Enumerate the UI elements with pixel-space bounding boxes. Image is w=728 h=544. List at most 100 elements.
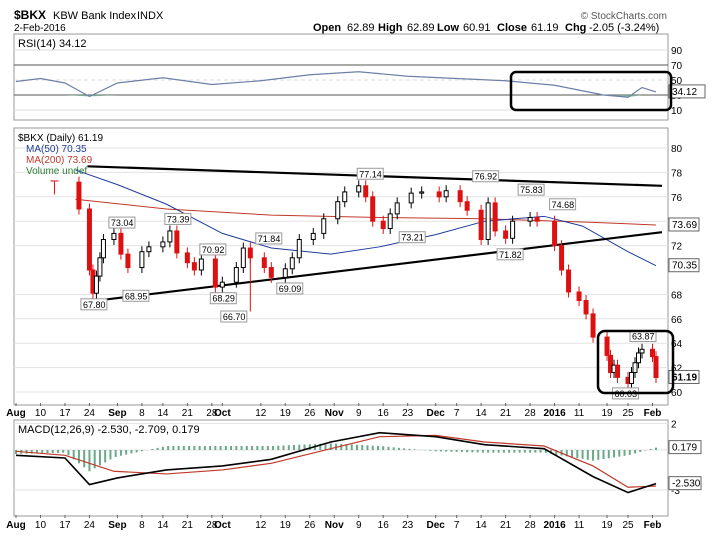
- date-label: 2-Feb-2016: [14, 23, 66, 34]
- macd-histogram-bar: [151, 448, 154, 450]
- macd-histogram-bar: [224, 446, 227, 450]
- macd-histogram-bar: [277, 445, 280, 450]
- x-tick-label: Nov: [325, 520, 344, 531]
- macd-histogram-bar: [167, 446, 170, 450]
- macd-axis-box: [668, 476, 702, 491]
- ma50-line: [75, 169, 657, 267]
- candle-body: [436, 191, 442, 198]
- candle-body: [86, 208, 92, 271]
- price-axis-label: 70.35: [672, 261, 697, 272]
- x-tick-label: 7: [454, 520, 460, 531]
- macd-histogram-bar: [481, 450, 484, 453]
- candle-body: [321, 218, 327, 234]
- macd-histogram-bar: [408, 448, 411, 450]
- candle-body: [342, 191, 348, 203]
- macd-histogram-bar: [41, 450, 44, 454]
- macd-histogram-bar: [450, 450, 453, 452]
- candle-body: [552, 220, 558, 247]
- candle-body: [111, 232, 117, 240]
- x-tick-label: 16: [378, 408, 390, 419]
- macd-histogram-bar: [508, 450, 511, 453]
- price-annotation-box: [122, 289, 150, 302]
- candle-body: [636, 352, 642, 364]
- macd-histogram-bar: [329, 443, 332, 450]
- macd-histogram-bar: [634, 450, 637, 454]
- price-annotation-box: [517, 183, 545, 196]
- rsi-layer: 34.12: [15, 71, 706, 99]
- candle-body: [191, 262, 197, 271]
- candle-body: [604, 336, 610, 356]
- rsi-line: [15, 71, 657, 98]
- x-tick-label: 2016: [543, 408, 566, 419]
- macd-axis-box: [668, 440, 702, 455]
- macd-histogram-bar: [56, 450, 59, 453]
- macd-histogram-bar: [62, 450, 65, 453]
- x-tick-label: 14: [157, 520, 169, 531]
- x-tick-label: 25: [622, 408, 634, 419]
- macd-histogram-bar: [182, 446, 185, 450]
- x-tick-label: Dec: [426, 408, 445, 419]
- price-annotation: 73.39: [167, 214, 190, 224]
- macd-tick-label: -3: [671, 486, 680, 497]
- price-axis-box: [668, 369, 700, 384]
- macd-histogram-bar: [434, 450, 437, 452]
- macd-histogram-bar: [251, 446, 254, 450]
- macd-histogram-bar: [308, 444, 311, 450]
- macd-histogram-bar: [140, 450, 143, 452]
- macd-histogram-bar: [492, 450, 495, 453]
- candle-body: [387, 213, 393, 230]
- candle-body: [174, 230, 180, 254]
- x-tick-label: 17: [59, 520, 71, 531]
- open-label: Open: [313, 22, 341, 34]
- macd-histogram-bar: [203, 446, 206, 450]
- macd-histogram-bar: [345, 444, 348, 450]
- macd-histogram-bar: [193, 446, 196, 450]
- macd-histogram-bar: [88, 450, 91, 472]
- candle-body: [233, 267, 239, 283]
- high-value: 62.89: [407, 22, 435, 34]
- copyright-label: © StockCharts.com: [581, 11, 667, 22]
- chg-label: Chg: [565, 22, 586, 34]
- macd-histogram-bar: [240, 446, 243, 450]
- macd-histogram-bar: [571, 450, 574, 458]
- open-value: 62.89: [347, 22, 375, 34]
- candle-body: [464, 201, 470, 211]
- candle-body: [261, 257, 267, 269]
- x-tick-label: Aug: [6, 520, 25, 531]
- candle-body: [380, 220, 386, 230]
- price-annotation: 67.80: [83, 300, 106, 310]
- macd-histogram-bar: [355, 444, 358, 450]
- price-tick-label: 76: [671, 193, 683, 204]
- price-tick-label: 66: [671, 315, 683, 326]
- macd-histogram-bar: [83, 450, 86, 468]
- trendline-lower: [87, 231, 663, 303]
- x-tick-label: Feb: [644, 520, 662, 531]
- price-annotation-box: [398, 231, 426, 244]
- candle-body: [296, 239, 302, 259]
- candle-body: [167, 230, 173, 243]
- macd-histogram-bar: [303, 444, 306, 450]
- x-tick-label: 17: [59, 408, 71, 419]
- candle-body: [356, 185, 362, 193]
- macd-histogram-bar: [592, 450, 595, 461]
- symbol-label: $BKX: [14, 8, 46, 22]
- macd-histogram-bar: [319, 443, 322, 450]
- x-tick-label: Oct: [214, 408, 231, 419]
- macd-histogram-bar: [114, 450, 117, 457]
- macd-histogram-bar: [628, 450, 631, 455]
- macd-histogram-bar: [439, 450, 442, 452]
- macd-histogram-bar: [565, 450, 568, 457]
- macd-histogram-bar: [471, 450, 474, 453]
- x-tick-label: 12: [255, 408, 267, 419]
- price-annotation: 68.29: [212, 294, 235, 304]
- price-annotation: 73.04: [111, 218, 134, 228]
- macd-histogram-bar: [613, 450, 616, 458]
- macd-histogram-bar: [597, 450, 600, 460]
- macd-histogram-bar: [366, 445, 369, 450]
- low-label: Low: [437, 22, 459, 34]
- macd-histogram-bar: [72, 450, 75, 460]
- macd-histogram-bar: [376, 445, 379, 450]
- price-annotation-box: [199, 243, 227, 256]
- ma200-line: [75, 198, 657, 226]
- x-tick-label: 26: [304, 520, 316, 531]
